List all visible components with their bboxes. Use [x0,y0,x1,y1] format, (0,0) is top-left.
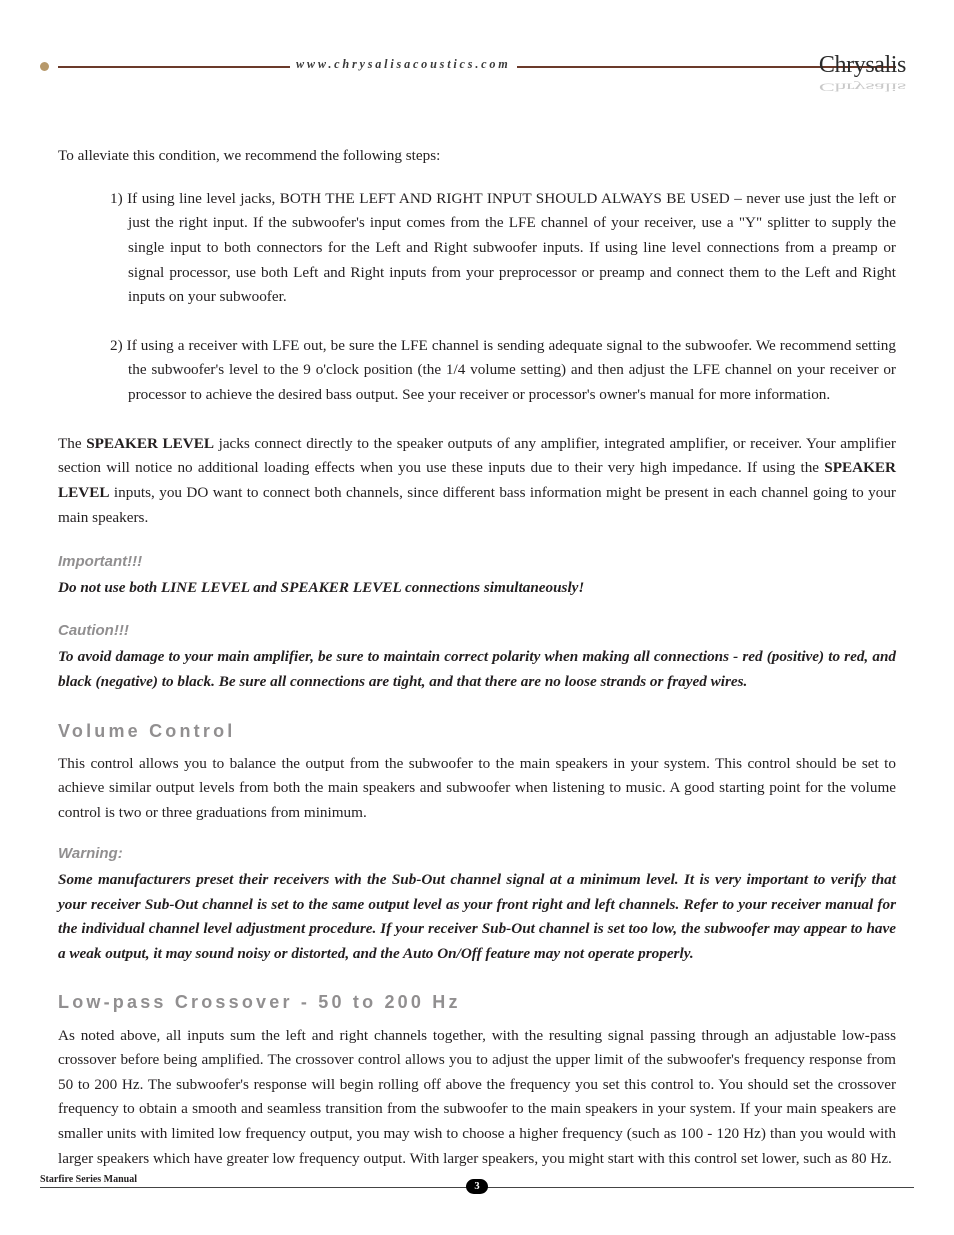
brand-name: Chrysalis [819,52,906,78]
caution-label: Caution!!! [58,619,896,643]
page-number: 3 [466,1179,488,1194]
step-2: 2) If using a receiver with LFE out, be … [58,334,896,408]
brand-reflection: Chrysalis [819,80,906,94]
page-header: www.chrysalisacoustics.com Chrysalis Chr… [58,60,896,88]
warning-label: Warning: [58,842,896,866]
volume-control-heading: Volume Control [58,717,896,746]
page-footer: Starfire Series Manual 3 [40,1179,914,1199]
document-body: To alleviate this condition, we recommen… [58,144,896,1171]
lowpass-heading: Low-pass Crossover - 50 to 200 Hz [58,988,896,1017]
important-body: Do not use both LINE LEVEL and SPEAKER L… [58,576,896,601]
lowpass-body: As noted above, all inputs sum the left … [58,1024,896,1172]
caution-body: To avoid damage to your main amplifier, … [58,645,896,694]
volume-control-body: This control allows you to balance the o… [58,752,896,826]
footer-manual-title: Starfire Series Manual [40,1174,143,1185]
warning-body: Some manufacturers preset their receiver… [58,868,896,967]
header-url: www.chrysalisacoustics.com [290,57,517,72]
speaker-level-paragraph: The SPEAKER LEVEL jacks connect directly… [58,432,896,531]
important-label: Important!!! [58,550,896,574]
header-bullet-icon [40,62,49,71]
intro-paragraph: To alleviate this condition, we recommen… [58,144,896,169]
brand-logo: Chrysalis Chrysalis [819,52,906,100]
speaker-level-term-1: SPEAKER LEVEL [86,435,214,452]
step-1: 1) If using line level jacks, BOTH THE L… [58,187,896,310]
